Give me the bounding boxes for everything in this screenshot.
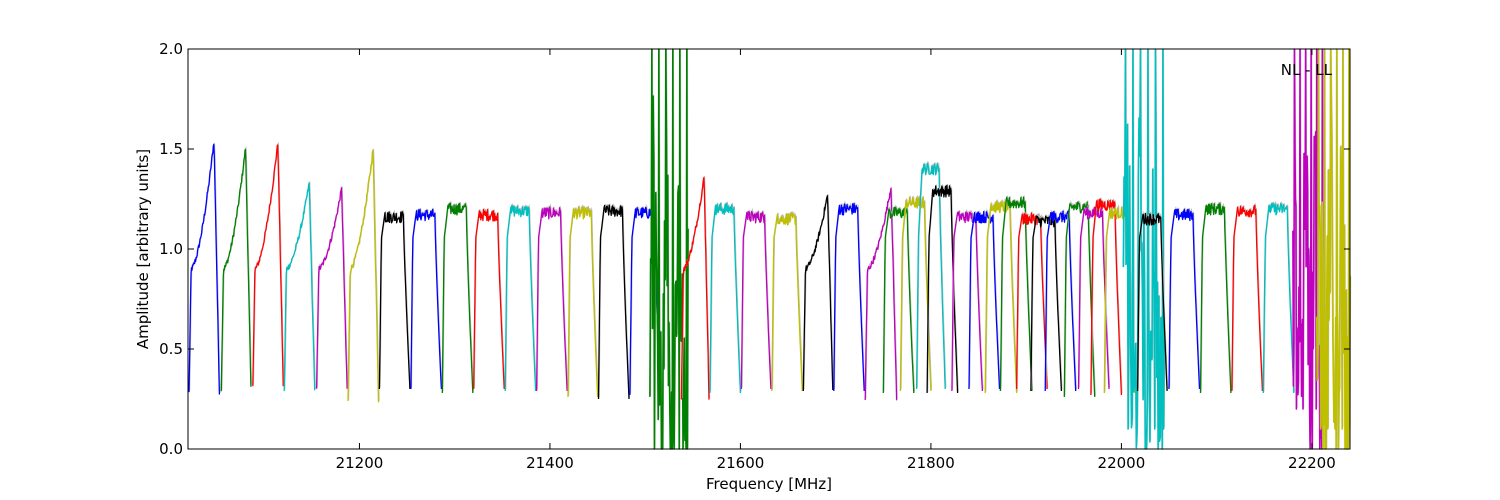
series-segment-11	[504, 204, 537, 392]
plot-background	[188, 49, 1350, 449]
x-tick-label: 22200	[1288, 454, 1336, 472]
series-segment-30	[984, 200, 1018, 394]
series-segment-43	[1231, 204, 1264, 392]
series-layer	[188, 48, 1352, 450]
y-tick-label: 0.0	[159, 440, 183, 458]
series-segment-10	[473, 208, 505, 390]
x-tick-label: 22000	[1098, 454, 1146, 472]
series-segment-37	[1090, 198, 1123, 396]
x-tick-label: 21400	[526, 454, 574, 472]
series-segment-20	[771, 212, 803, 392]
series-segment-41	[1168, 208, 1201, 390]
series-segment-34	[1044, 210, 1077, 392]
series-segment-4	[283, 182, 316, 392]
series-segment-33	[1030, 214, 1063, 392]
series-segment-26	[915, 162, 946, 390]
series-segment-19	[740, 210, 772, 390]
series-segment-24	[882, 206, 915, 394]
series-segment-35	[1063, 201, 1096, 398]
series-segment-32	[1015, 212, 1048, 390]
series-segment-40	[1136, 212, 1168, 392]
series-segment-44	[1262, 202, 1295, 394]
series-segment-28	[951, 211, 984, 392]
y-tick-label: 1.5	[159, 140, 183, 158]
y-tick-label: 2.0	[159, 40, 183, 58]
series-segment-25	[899, 196, 932, 392]
series-segment-17	[680, 177, 710, 400]
series-segment-23	[864, 187, 898, 401]
series-segment-9	[441, 202, 474, 394]
series-segment-2	[220, 148, 252, 392]
series-segment-27	[926, 184, 959, 394]
series-segment-36	[1077, 206, 1110, 390]
series-segment-3	[252, 144, 284, 387]
series-segment-13	[567, 206, 599, 398]
plot-frame	[187, 48, 1351, 450]
series-segment-21	[802, 195, 834, 392]
x-axis-label: Frequency [MHz]	[706, 475, 832, 493]
series-segment-29	[968, 211, 1001, 390]
annotation-label: NL - LL	[1281, 61, 1333, 79]
series-segment-31	[999, 196, 1033, 392]
x-tick-label: 21200	[336, 454, 384, 472]
series-segment-12	[535, 206, 568, 392]
series-segment-7	[378, 211, 411, 390]
series-segment-6	[347, 149, 380, 403]
series-segment-18	[709, 202, 742, 394]
y-tick-label: 0.5	[159, 340, 183, 358]
series-segment-8	[410, 208, 443, 390]
y-axis-label: Amplitude [arbitrary units]	[134, 149, 152, 349]
series-segment-46	[1315, 48, 1351, 450]
series-segment-22	[833, 203, 865, 392]
series-segment-42	[1199, 202, 1232, 394]
x-tick-label: 21600	[717, 454, 765, 472]
series-segment-14	[597, 204, 630, 400]
series-segment-1	[188, 143, 221, 395]
tick-layer: 21200 21400 21600 21800 22000 22200 0.0 0.5 1.0 1…	[159, 40, 1350, 472]
series-segment-16	[649, 48, 689, 450]
x-tick-label: 21800	[907, 454, 955, 472]
y-tick-label: 1.0	[159, 240, 183, 258]
series-segment-5	[315, 187, 348, 389]
